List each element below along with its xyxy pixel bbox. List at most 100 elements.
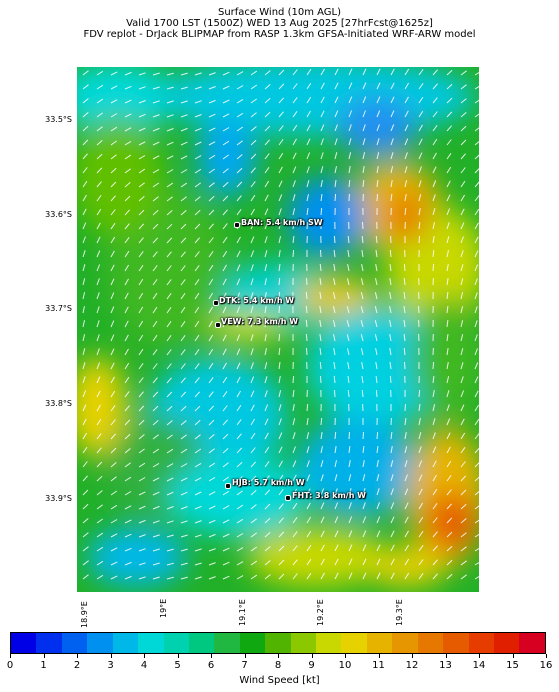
wind-arrow [236, 533, 244, 538]
colorbar-tick-label: 13 [439, 660, 452, 671]
wind-arrow [320, 207, 323, 216]
wind-arrow [110, 462, 117, 468]
wind-arrow [82, 139, 89, 146]
wind-arrow [96, 461, 103, 468]
wind-arrow [278, 264, 281, 272]
wind-arrow [292, 249, 295, 258]
wind-arrow [374, 292, 378, 300]
wind-arrow [222, 433, 229, 440]
wind-arrow [82, 376, 86, 384]
wind-arrow [208, 113, 216, 118]
wind-arrow [222, 250, 228, 258]
wind-arrow [222, 181, 229, 188]
wind-arrow [418, 516, 424, 524]
wind-arrow [320, 180, 323, 188]
wind-arrow [180, 534, 188, 538]
wind-arrow [348, 179, 351, 188]
wind-arrow [474, 292, 478, 300]
wind-arrow [446, 503, 452, 510]
wind-arrow [138, 292, 144, 300]
wind-arrow [348, 488, 352, 496]
wind-arrow [250, 362, 254, 370]
wind-arrow [82, 153, 88, 160]
wind-arrow [474, 376, 479, 384]
wind-arrow [362, 572, 367, 580]
wind-arrow [474, 519, 479, 524]
wind-arrow [124, 140, 132, 146]
wind-arrow [320, 460, 324, 468]
wind-arrow [348, 82, 353, 90]
wind-arrow [418, 418, 421, 426]
wind-arrow [278, 208, 282, 216]
wind-arrow [375, 389, 378, 398]
colorbar-tick-mark [43, 654, 45, 658]
wind-arrow [166, 506, 174, 510]
wind-arrow [82, 546, 89, 552]
wind-arrow [404, 432, 407, 440]
wind-arrow [376, 180, 379, 188]
wind-arrow [222, 278, 227, 286]
wind-arrow [446, 545, 453, 552]
wind-arrow [460, 560, 467, 566]
wind-arrow [124, 113, 132, 118]
wind-arrow [362, 530, 367, 538]
wind-arrow [194, 405, 201, 412]
wind-arrow [460, 153, 466, 160]
wind-arrow [180, 548, 188, 552]
wind-arrow [82, 418, 87, 426]
wind-arrow [460, 348, 464, 356]
wind-arrow [403, 277, 406, 286]
wind-arrow [208, 576, 216, 580]
wind-arrow [208, 182, 215, 188]
wind-arrow [319, 306, 322, 314]
wind-arrow [292, 166, 297, 174]
wind-arrow [264, 236, 268, 244]
wind-arrow [389, 292, 392, 300]
colorbar-tick-label: 0 [6, 660, 14, 671]
wind-arrow [264, 376, 268, 384]
wind-arrow [389, 306, 392, 314]
wind-arrow [474, 505, 479, 510]
wind-arrow [474, 181, 479, 188]
colorbar-segment [519, 633, 545, 653]
wind-speed-field [77, 67, 479, 587]
wind-arrow [474, 547, 479, 552]
wind-arrow [110, 154, 117, 160]
wind-arrow [208, 264, 214, 272]
wind-arrow [404, 152, 408, 160]
wind-arrow [110, 504, 118, 510]
longitude-label: 18.9°E [80, 601, 89, 628]
wind-arrow [362, 558, 367, 566]
wind-arrow [208, 195, 215, 202]
wind-arrow [278, 333, 281, 342]
wind-arrow [306, 474, 311, 482]
colorbar-segment [468, 633, 495, 653]
wind-arrow [264, 390, 268, 398]
wind-arrow [166, 307, 172, 314]
wind-arrow [138, 237, 144, 244]
wind-arrow [432, 573, 438, 580]
wind-arrow [376, 82, 381, 90]
wind-arrow [138, 534, 146, 538]
wind-arrow [264, 167, 270, 174]
wind-arrow [180, 155, 188, 160]
station-marker-vew [215, 322, 221, 328]
wind-arrow [474, 418, 479, 426]
wind-arrow [432, 404, 436, 412]
wind-arrow [446, 348, 449, 356]
wind-arrow [460, 180, 466, 188]
wind-arrow [194, 196, 201, 202]
wind-arrow [180, 420, 187, 426]
wind-arrow [418, 573, 424, 580]
wind-arrow [278, 152, 284, 160]
wind-arrow [96, 320, 100, 328]
wind-arrow [320, 417, 323, 426]
wind-arrow [250, 112, 257, 118]
wind-arrow [446, 125, 452, 132]
wind-arrow [348, 544, 353, 552]
wind-arrow [208, 562, 216, 566]
wind-arrow [152, 576, 160, 580]
wind-arrow [418, 138, 423, 146]
wind-arrow [375, 250, 378, 258]
wind-arrow [124, 182, 131, 188]
